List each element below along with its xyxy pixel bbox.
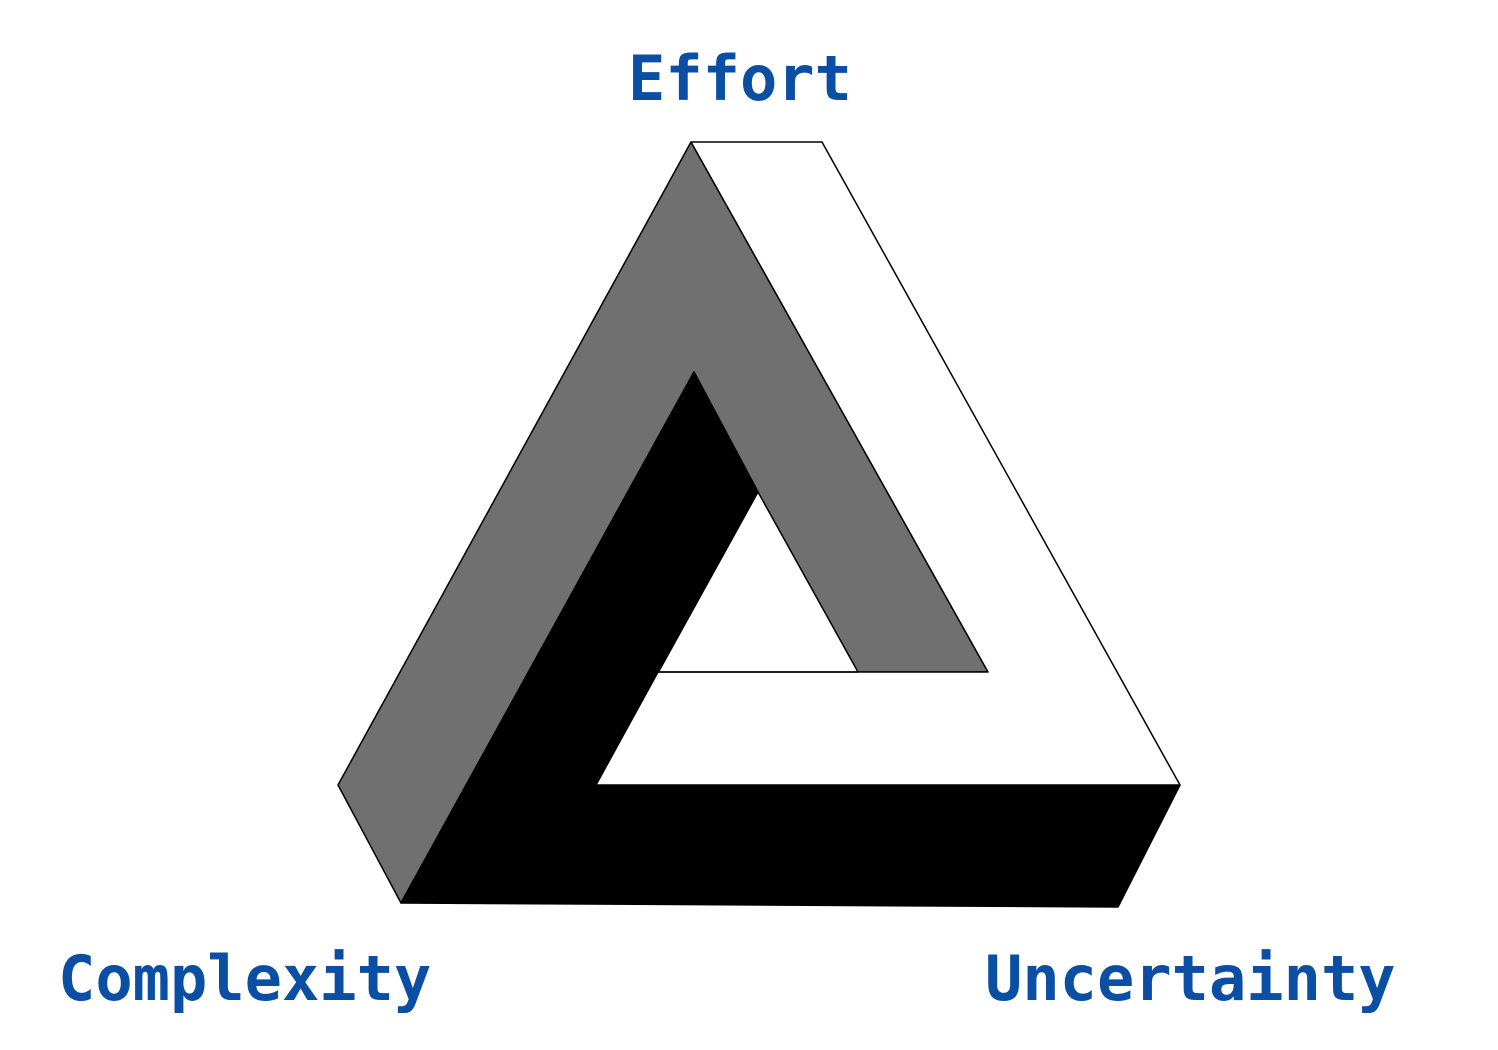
penrose-face-white: [595, 141, 1181, 786]
complexity-label: Complexity: [58, 942, 432, 1015]
uncertainty-label: Uncertainty: [985, 942, 1396, 1015]
effort-label: Effort: [628, 42, 852, 115]
